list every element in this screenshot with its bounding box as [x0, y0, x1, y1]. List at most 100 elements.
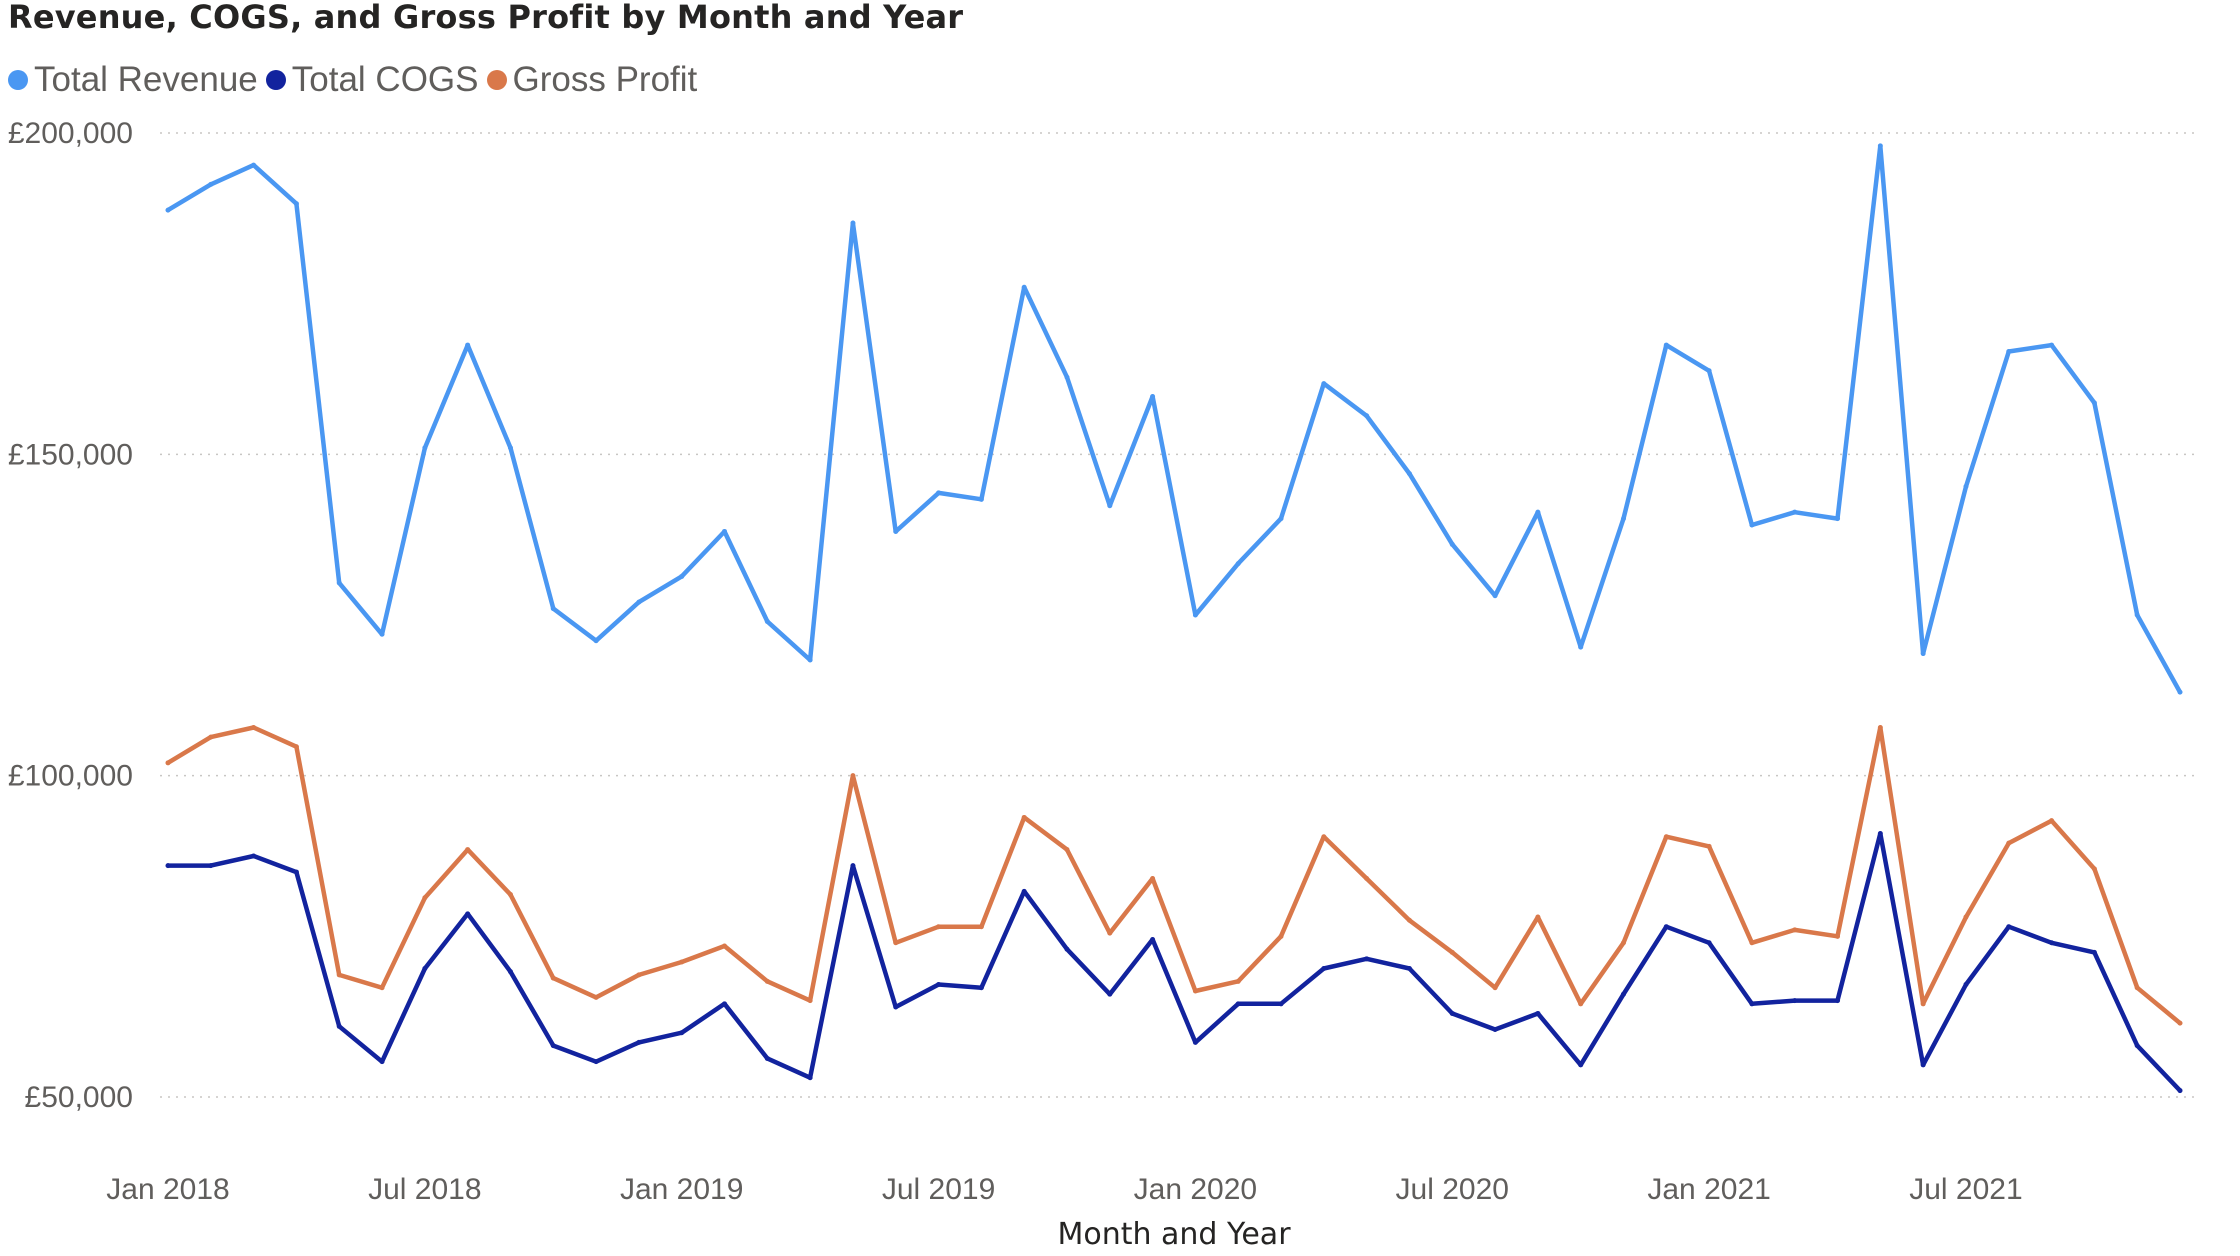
data-point-total-revenue[interactable] — [978, 496, 984, 502]
data-point-total-revenue[interactable] — [764, 618, 770, 624]
data-point-total-revenue[interactable] — [1235, 561, 1241, 567]
data-point-total-revenue[interactable] — [1920, 651, 1926, 657]
series-line-total-revenue[interactable] — [165, 143, 2183, 695]
data-point-total-revenue[interactable] — [550, 606, 556, 612]
data-point-gross-profit[interactable] — [1578, 1001, 1584, 1007]
data-point-total-cogs[interactable] — [1706, 940, 1712, 946]
data-point-total-revenue[interactable] — [465, 342, 471, 348]
data-point-gross-profit[interactable] — [1663, 834, 1669, 840]
data-point-gross-profit[interactable] — [1706, 843, 1712, 849]
data-point-gross-profit[interactable] — [1064, 847, 1070, 853]
data-point-total-revenue[interactable] — [422, 445, 428, 451]
data-point-total-cogs[interactable] — [379, 1059, 385, 1065]
data-point-gross-profit[interactable] — [379, 985, 385, 991]
data-point-total-revenue[interactable] — [293, 201, 299, 207]
data-point-total-revenue[interactable] — [1406, 471, 1412, 477]
data-point-gross-profit[interactable] — [1620, 940, 1626, 946]
series-line-total-cogs[interactable] — [165, 831, 2183, 1093]
data-point-total-cogs[interactable] — [1578, 1062, 1584, 1068]
data-point-gross-profit[interactable] — [593, 994, 599, 1000]
data-point-gross-profit[interactable] — [1963, 914, 1969, 920]
data-point-gross-profit[interactable] — [1235, 978, 1241, 984]
legend-item-total-cogs[interactable]: Total COGS — [265, 60, 479, 100]
legend-item-gross-profit[interactable]: Gross Profit — [486, 60, 697, 100]
data-point-gross-profit[interactable] — [893, 940, 899, 946]
data-point-total-cogs[interactable] — [1792, 998, 1798, 1004]
data-point-total-cogs[interactable] — [208, 863, 214, 869]
data-point-gross-profit[interactable] — [1449, 949, 1455, 955]
data-point-total-revenue[interactable] — [379, 631, 385, 637]
data-point-gross-profit[interactable] — [550, 975, 556, 981]
data-point-total-cogs[interactable] — [1749, 1001, 1755, 1007]
data-point-gross-profit[interactable] — [1364, 875, 1370, 881]
data-point-total-revenue[interactable] — [1449, 541, 1455, 547]
data-point-total-revenue[interactable] — [1492, 593, 1498, 599]
data-point-total-cogs[interactable] — [936, 982, 942, 988]
data-point-total-cogs[interactable] — [1877, 831, 1883, 837]
data-point-total-revenue[interactable] — [2049, 342, 2055, 348]
data-point-gross-profit[interactable] — [936, 924, 942, 930]
data-point-total-cogs[interactable] — [465, 911, 471, 917]
data-point-total-cogs[interactable] — [251, 853, 257, 859]
data-point-total-revenue[interactable] — [1792, 509, 1798, 515]
data-point-gross-profit[interactable] — [208, 734, 214, 740]
data-point-total-revenue[interactable] — [1877, 143, 1883, 149]
data-point-total-cogs[interactable] — [764, 1055, 770, 1061]
data-point-gross-profit[interactable] — [2006, 840, 2012, 846]
data-point-gross-profit[interactable] — [722, 943, 728, 949]
data-point-total-revenue[interactable] — [593, 638, 599, 644]
data-point-total-revenue[interactable] — [1150, 393, 1156, 399]
data-point-total-cogs[interactable] — [1235, 1001, 1241, 1007]
data-point-gross-profit[interactable] — [1920, 1001, 1926, 1007]
data-point-gross-profit[interactable] — [636, 972, 642, 978]
data-point-total-revenue[interactable] — [807, 657, 813, 663]
data-point-total-cogs[interactable] — [1963, 982, 1969, 988]
data-point-total-revenue[interactable] — [2134, 612, 2140, 618]
data-point-total-cogs[interactable] — [1920, 1062, 1926, 1068]
data-point-gross-profit[interactable] — [2177, 1020, 2183, 1026]
data-point-gross-profit[interactable] — [2091, 866, 2097, 872]
data-point-total-revenue[interactable] — [1278, 516, 1284, 522]
data-point-total-revenue[interactable] — [1107, 503, 1113, 509]
data-point-gross-profit[interactable] — [2134, 985, 2140, 991]
data-point-total-revenue[interactable] — [636, 599, 642, 605]
data-point-total-cogs[interactable] — [1535, 1010, 1541, 1016]
data-point-total-cogs[interactable] — [1192, 1039, 1198, 1045]
data-point-gross-profit[interactable] — [293, 744, 299, 750]
data-point-total-revenue[interactable] — [1620, 516, 1626, 522]
data-point-total-cogs[interactable] — [1835, 998, 1841, 1004]
data-point-gross-profit[interactable] — [679, 959, 685, 965]
data-point-total-cogs[interactable] — [1663, 924, 1669, 930]
data-point-gross-profit[interactable] — [1150, 875, 1156, 881]
data-point-total-cogs[interactable] — [636, 1039, 642, 1045]
data-point-total-revenue[interactable] — [1192, 612, 1198, 618]
data-point-gross-profit[interactable] — [165, 760, 171, 766]
data-point-total-cogs[interactable] — [1406, 965, 1412, 971]
data-point-total-cogs[interactable] — [807, 1075, 813, 1081]
data-point-total-revenue[interactable] — [165, 207, 171, 213]
data-point-gross-profit[interactable] — [1492, 985, 1498, 991]
data-point-total-revenue[interactable] — [2177, 689, 2183, 695]
data-point-total-cogs[interactable] — [978, 985, 984, 991]
data-point-total-cogs[interactable] — [2049, 940, 2055, 946]
data-point-total-cogs[interactable] — [2006, 924, 2012, 930]
data-point-total-revenue[interactable] — [2006, 349, 2012, 355]
data-point-total-cogs[interactable] — [165, 863, 171, 869]
data-point-gross-profit[interactable] — [1877, 724, 1883, 730]
data-point-gross-profit[interactable] — [507, 892, 513, 898]
data-point-total-cogs[interactable] — [507, 969, 513, 975]
data-point-total-revenue[interactable] — [722, 528, 728, 534]
data-point-total-revenue[interactable] — [1535, 509, 1541, 515]
data-point-total-cogs[interactable] — [1021, 888, 1027, 894]
data-point-total-cogs[interactable] — [2134, 1043, 2140, 1049]
data-point-total-revenue[interactable] — [1835, 516, 1841, 522]
data-point-total-revenue[interactable] — [2091, 400, 2097, 406]
data-point-total-revenue[interactable] — [1663, 342, 1669, 348]
data-point-total-cogs[interactable] — [550, 1043, 556, 1049]
legend-item-total-revenue[interactable]: Total Revenue — [8, 60, 258, 100]
data-point-gross-profit[interactable] — [1835, 933, 1841, 939]
data-point-total-revenue[interactable] — [1578, 644, 1584, 650]
data-point-total-revenue[interactable] — [1364, 413, 1370, 419]
data-point-total-revenue[interactable] — [507, 445, 513, 451]
data-point-total-revenue[interactable] — [936, 490, 942, 496]
